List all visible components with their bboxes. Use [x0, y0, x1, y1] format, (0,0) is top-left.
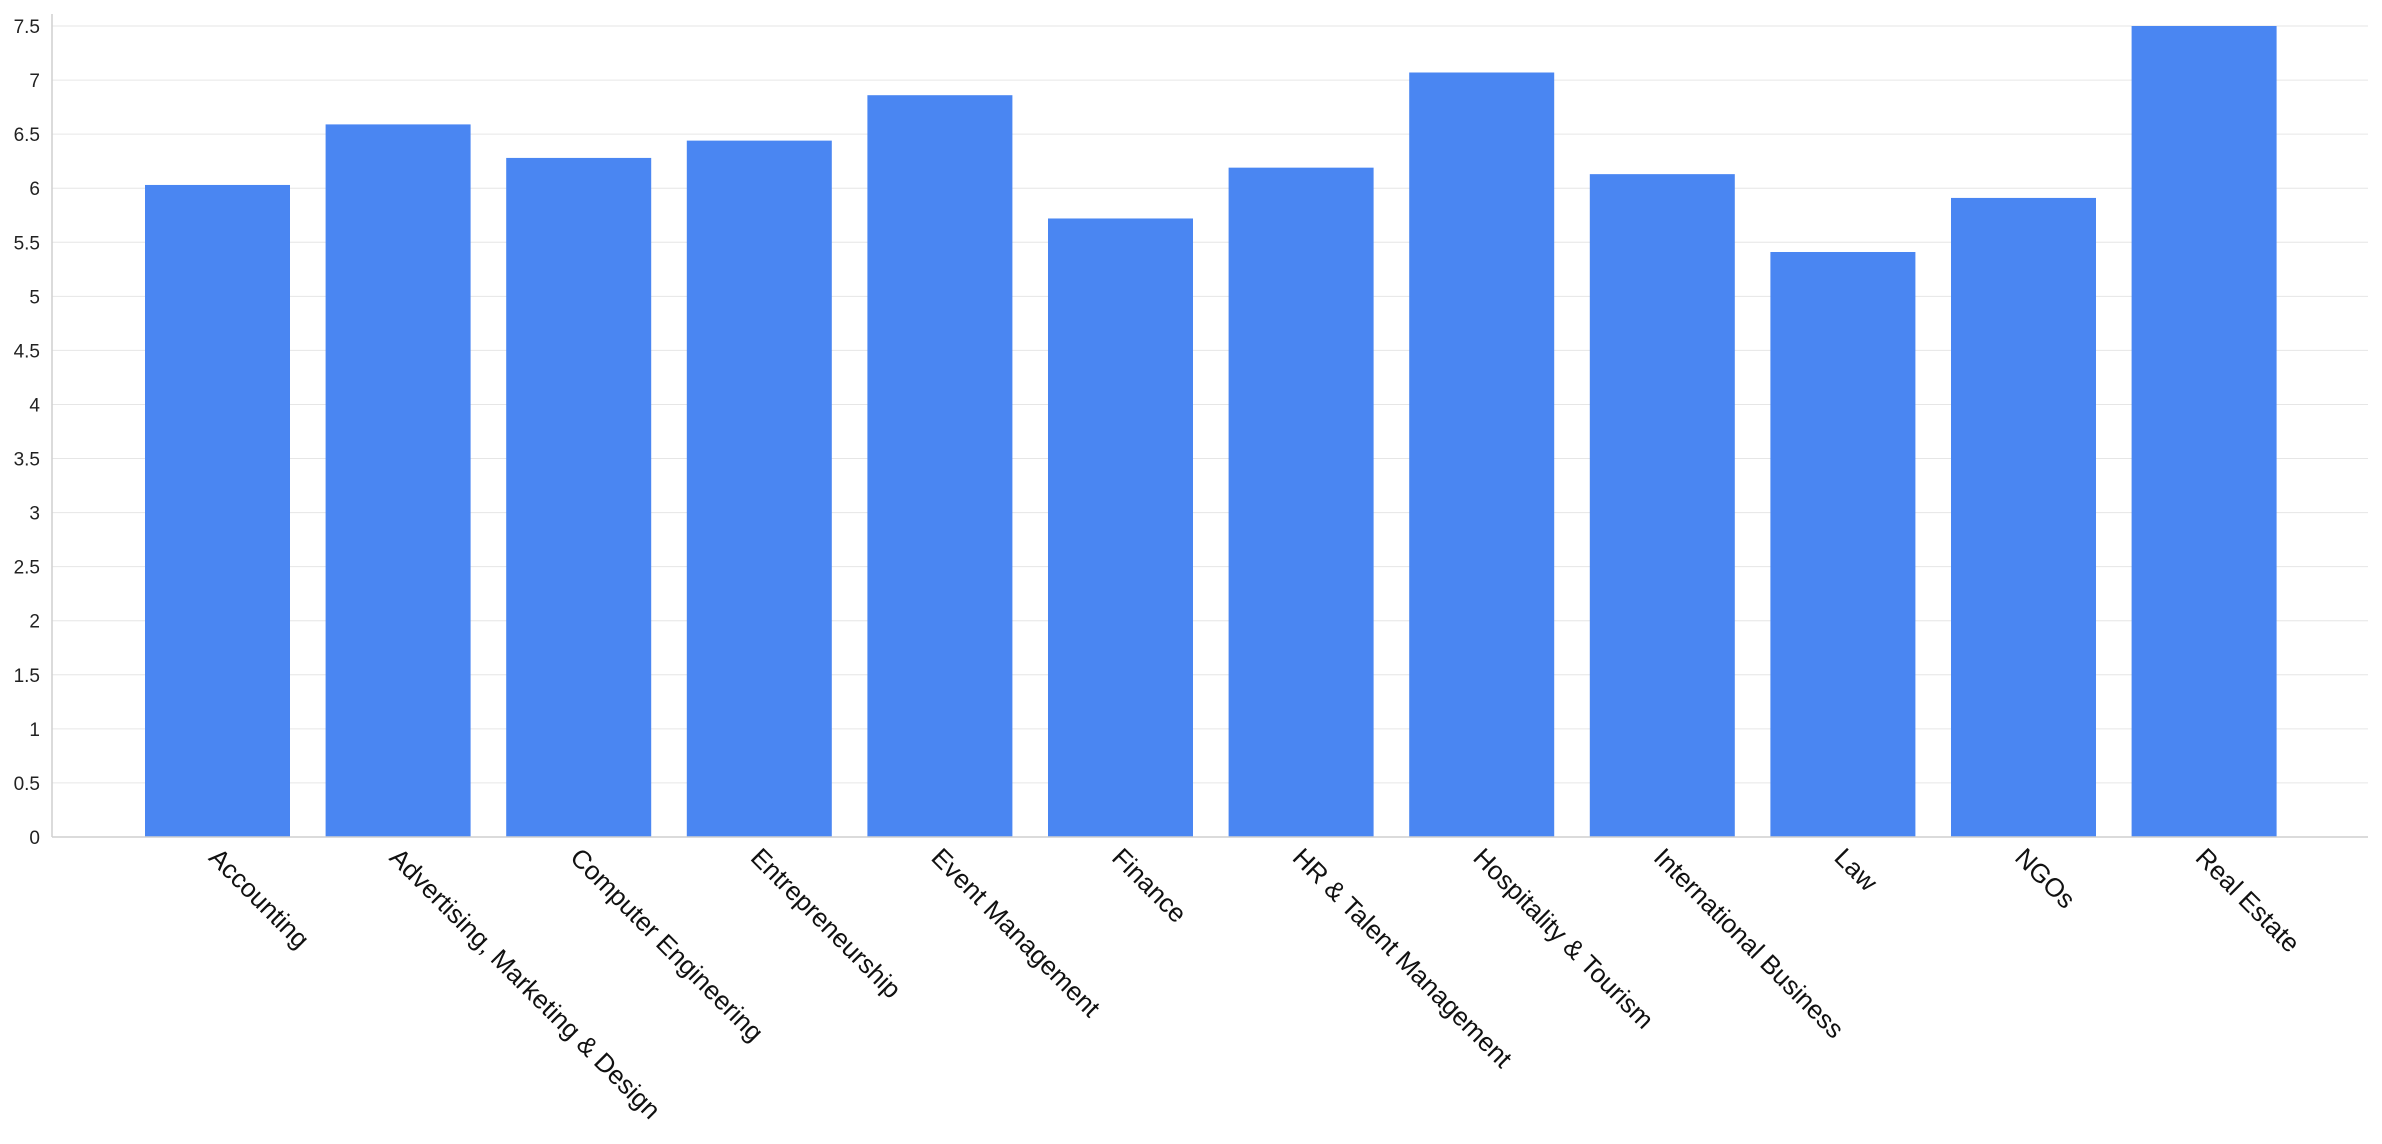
x-category-label: NGOs: [2009, 842, 2081, 914]
bar: [1951, 197, 2096, 837]
y-tick-label: 7: [29, 71, 40, 92]
y-tick-label: 1: [29, 720, 40, 741]
y-tick-label: 3.5: [14, 450, 40, 471]
bar: [686, 140, 832, 837]
y-tick-label: 5.5: [14, 233, 40, 254]
y-tick-label: 3: [29, 504, 40, 525]
y-tick-label: 0.5: [14, 774, 40, 795]
bar: [145, 184, 290, 837]
x-category-label: Real Estate: [2190, 842, 2306, 958]
y-tick-label: 5: [29, 287, 40, 308]
bars: [145, 26, 2277, 838]
y-tick-label: 4: [29, 395, 40, 416]
bar: [2131, 26, 2277, 837]
bar: [867, 95, 1013, 838]
x-category-label: Finance: [1106, 842, 1193, 929]
y-tick-label: 7.5: [14, 17, 40, 38]
y-tick-label: 0: [29, 828, 40, 849]
y-tick-label: 1.5: [14, 666, 40, 687]
x-category-label: Entrepreneurship: [745, 842, 907, 1004]
x-category-labels: Accounting Advertising, Marketing & Desig…: [203, 842, 2306, 1125]
bar: [1589, 174, 1735, 837]
bar: [1228, 167, 1374, 837]
bar: [1409, 72, 1555, 838]
axes: [51, 14, 2368, 838]
x-category-label: Event Management: [926, 842, 1107, 1023]
y-tick-label: 2: [29, 612, 40, 633]
y-tick-label: 6.5: [14, 125, 40, 146]
bar: [1770, 251, 1916, 838]
x-category-label: Computer Engineering: [564, 842, 769, 1047]
x-category-label: Accounting: [203, 842, 315, 954]
x-category-label: Law: [1829, 842, 1884, 897]
y-tick-label: 2.5: [14, 558, 40, 579]
bar: [506, 157, 652, 837]
x-category-label: International Business: [1648, 842, 1850, 1044]
y-tick-labels: 0 0.5 1 1.5 2 2.5 3 3.5 4 4.5 5 5.5 6 6.5 7 7.5: [14, 17, 41, 849]
bar: [325, 124, 471, 837]
y-tick-label: 6: [29, 179, 40, 200]
y-tick-label: 4.5: [14, 341, 40, 362]
x-category-label: Hospitality & Tourism: [1467, 842, 1660, 1035]
bar: [1048, 218, 1193, 837]
